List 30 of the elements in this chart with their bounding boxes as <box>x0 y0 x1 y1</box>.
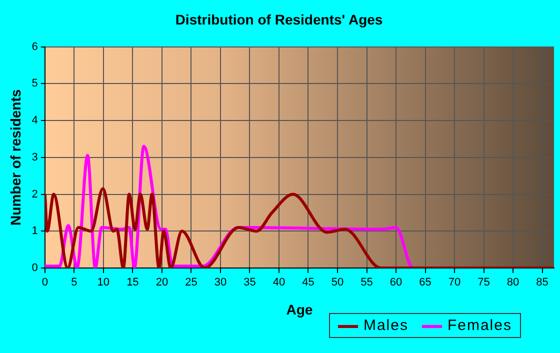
y-tick-label: 3 <box>32 151 38 164</box>
x-tick-label: 55 <box>360 276 373 289</box>
y-tick-label: 4 <box>32 114 38 127</box>
x-tick-label: 50 <box>331 276 344 289</box>
x-tick-label: 5 <box>71 276 78 289</box>
x-axis-title: Age <box>286 301 313 318</box>
x-tick-label: 0 <box>42 276 48 289</box>
x-tick-label: 30 <box>214 276 227 289</box>
y-tick-label: 6 <box>32 40 38 53</box>
legend-label: Males <box>362 317 408 334</box>
x-tick-label: 25 <box>185 276 198 289</box>
x-tick-label: 40 <box>272 276 286 289</box>
legend-label: Females <box>446 317 512 334</box>
x-tick-label: 10 <box>97 276 110 289</box>
y-tick-label: 5 <box>32 78 38 90</box>
y-tick-label: 0 <box>32 262 38 274</box>
x-tick-label: 80 <box>506 276 520 289</box>
x-tick-label: 20 <box>156 276 168 289</box>
chart-title: Distribution of Residents' Ages <box>175 11 383 28</box>
x-tick-label: 45 <box>302 276 314 289</box>
x-tick-label: 70 <box>448 276 461 289</box>
x-tick-label: 15 <box>126 276 139 289</box>
y-tick-label: 2 <box>32 188 38 200</box>
x-tick-label: 65 <box>419 276 432 289</box>
x-tick-label: 35 <box>244 276 256 289</box>
y-axis-title: Number of residents <box>7 89 24 226</box>
x-tick-label: 85 <box>536 276 548 289</box>
x-tick-label: 60 <box>390 276 402 289</box>
x-tick-label: 75 <box>478 276 490 289</box>
y-tick-label: 1 <box>32 225 38 238</box>
